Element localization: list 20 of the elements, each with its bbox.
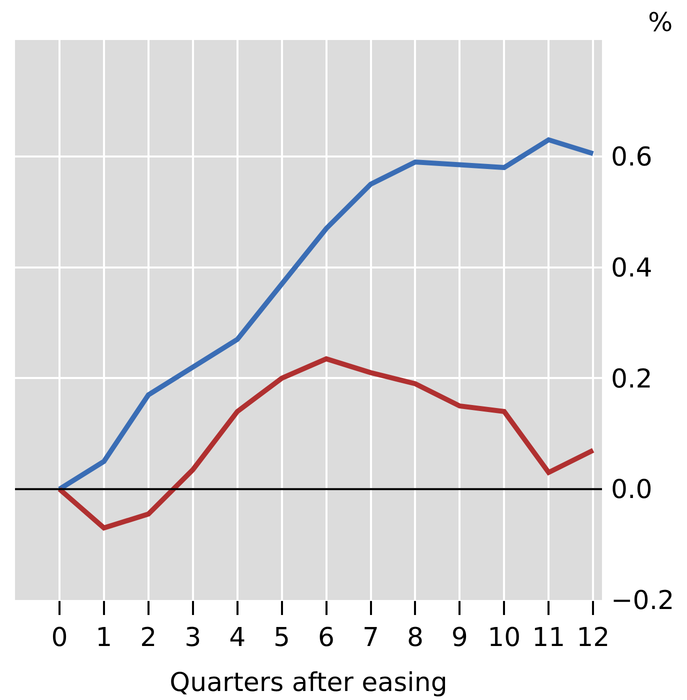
x-axis-title: Quarters after easing [170,668,448,698]
x-tick-label: 6 [318,623,335,654]
x-tick-label: 11 [532,623,566,654]
x-tick-label: 8 [406,623,424,654]
x-tick-label: 7 [362,623,380,654]
y-tick-label: −0.2 [611,586,674,616]
y-tick-label: 0.4 [611,253,652,284]
x-tick-label: 0 [51,623,68,654]
y-tick-label: 0.6 [611,142,652,173]
x-tick-label: 12 [576,623,610,654]
y-tick-label: 0.0 [611,475,652,506]
x-tick-label: 4 [229,623,246,654]
x-tick-label: 3 [184,623,202,654]
y-axis-title: % [648,8,673,38]
x-tick-label: 10 [488,623,521,654]
x-tick-label: 5 [274,623,290,654]
x-tick-label: 9 [451,623,468,654]
x-tick-label: 1 [96,623,112,654]
x-tick-label: 2 [140,623,157,654]
y-tick-label: 0.2 [611,364,652,394]
